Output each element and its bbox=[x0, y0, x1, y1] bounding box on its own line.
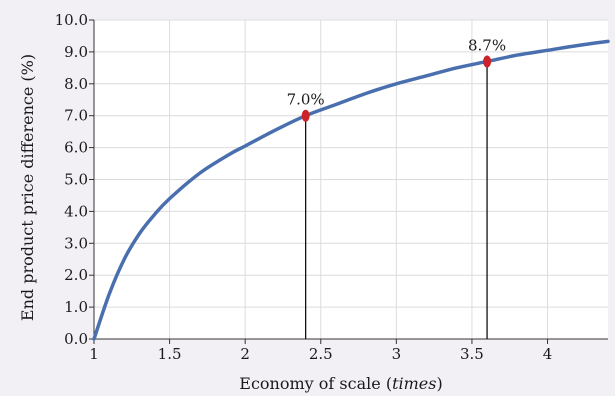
y-tick-label: 10.0 bbox=[55, 11, 88, 29]
y-tick-label: 4.0 bbox=[64, 202, 88, 220]
y-tick-label: 5.0 bbox=[64, 171, 88, 189]
y-tick-label: 3.0 bbox=[64, 234, 88, 252]
y-tick-label: 7.0 bbox=[64, 107, 88, 125]
y-tick-label: 0.0 bbox=[64, 330, 88, 348]
x-tick-label: 3 bbox=[392, 345, 402, 363]
x-tick-label: 2.5 bbox=[309, 345, 333, 363]
y-axis-title: End product price difference (%) bbox=[18, 54, 37, 321]
x-axis-title-main: Economy of scale ( bbox=[239, 374, 392, 393]
highlight-marker bbox=[483, 55, 492, 68]
y-tick-label: 6.0 bbox=[64, 139, 88, 157]
highlight-label: 7.0% bbox=[287, 91, 325, 109]
y-tick-label: 8.0 bbox=[64, 75, 88, 93]
highlight-label: 8.7% bbox=[468, 36, 506, 54]
x-axis-title-unit: times bbox=[392, 374, 436, 393]
x-tick-label: 3.5 bbox=[460, 345, 484, 363]
y-tick-label: 2.0 bbox=[64, 266, 88, 284]
x-tick-label: 1.5 bbox=[158, 345, 182, 363]
x-tick-label: 4 bbox=[543, 345, 553, 363]
x-axis-title-close: ) bbox=[436, 374, 442, 393]
y-tick-label: 1.0 bbox=[64, 298, 88, 316]
y-tick-label: 9.0 bbox=[64, 43, 88, 61]
x-tick-label: 1 bbox=[89, 345, 99, 363]
x-tick-label: 2 bbox=[240, 345, 250, 363]
x-axis-title: Economy of scale (times) bbox=[239, 374, 442, 393]
highlight-marker bbox=[301, 109, 310, 122]
